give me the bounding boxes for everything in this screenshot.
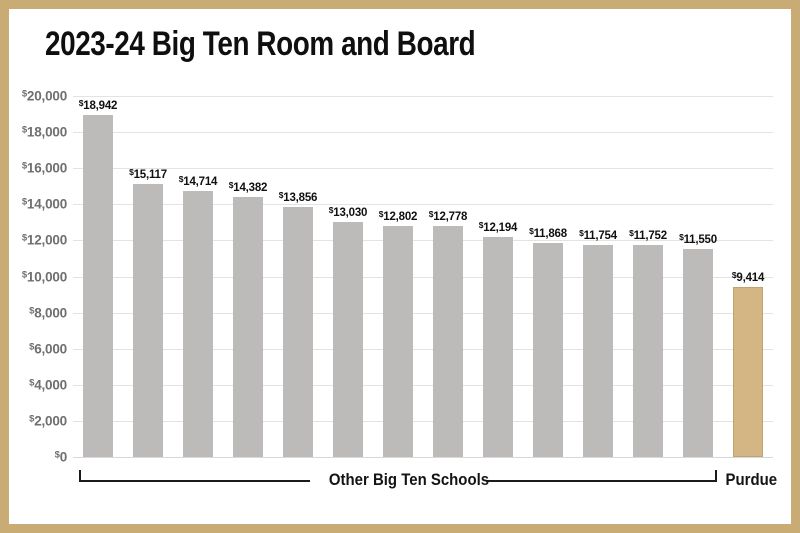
y-axis-tick-label: $2,000 xyxy=(29,413,67,429)
axis-annotations: Other Big Ten Schools Purdue xyxy=(9,464,791,524)
bar xyxy=(383,225,413,457)
currency-symbol: $ xyxy=(129,167,134,178)
currency-symbol: $ xyxy=(21,196,27,208)
y-axis-tick-label: $0 xyxy=(54,449,68,465)
gridline xyxy=(73,132,773,134)
bar-value-label: $15,117 xyxy=(129,167,167,182)
gridline xyxy=(73,420,773,422)
plot-area: $18,942 $15,117 $14,714 $14,382 $13,856 $13,0… xyxy=(73,96,773,458)
currency-symbol: $ xyxy=(21,124,27,136)
currency-symbol: $ xyxy=(428,209,434,220)
currency-symbol: $ xyxy=(378,208,384,219)
gridline xyxy=(73,348,773,350)
bar xyxy=(633,244,663,457)
bar-value-label: $12,802 xyxy=(378,208,418,223)
bracket-line-left xyxy=(79,480,310,482)
bracket-line-right xyxy=(486,480,717,482)
gridline xyxy=(73,96,773,97)
bar xyxy=(83,115,113,457)
currency-symbol: $ xyxy=(731,270,737,281)
bar xyxy=(583,244,613,457)
gridline xyxy=(73,312,773,314)
y-axis-tick-label: $18,000 xyxy=(21,124,67,140)
y-axis-tick-label: $10,000 xyxy=(21,269,67,284)
bar-value-label: $9,414 xyxy=(731,270,765,285)
bar xyxy=(233,197,263,457)
currency-symbol: $ xyxy=(29,341,35,353)
bar xyxy=(483,236,513,457)
currency-symbol: $ xyxy=(278,189,284,200)
gridline xyxy=(73,240,773,242)
bar-purdue xyxy=(733,287,763,457)
y-axis-tick-label: $20,000 xyxy=(21,88,67,104)
bar xyxy=(333,221,363,457)
bar xyxy=(183,191,213,457)
bar xyxy=(133,184,163,457)
currency-symbol: $ xyxy=(21,88,27,100)
y-axis: $20,000 $18,000 $16,000 $14,000 $12,000 $10,0… xyxy=(9,89,67,465)
bar-value-label: $18,942 xyxy=(78,98,118,113)
gridline xyxy=(73,204,773,206)
y-axis-tick-label: $4,000 xyxy=(29,377,67,393)
bar-value-label: $11,752 xyxy=(629,227,667,242)
y-axis-tick-label: $14,000 xyxy=(21,196,67,212)
accent-group-label: Purdue xyxy=(725,470,778,489)
gridline xyxy=(73,457,773,458)
currency-symbol: $ xyxy=(629,227,634,238)
bar-value-label: $12,194 xyxy=(478,219,518,234)
bar-value-label: $13,030 xyxy=(328,204,368,219)
currency-symbol: $ xyxy=(529,225,534,236)
gridline xyxy=(73,276,773,278)
bar xyxy=(533,242,563,457)
currency-symbol: $ xyxy=(78,98,84,109)
currency-symbol: $ xyxy=(579,227,584,238)
currency-symbol: $ xyxy=(21,160,27,172)
currency-symbol: $ xyxy=(29,413,35,425)
y-axis-tick-label: $16,000 xyxy=(21,160,67,176)
currency-symbol: $ xyxy=(54,449,60,461)
bar-value-label: $11,868 xyxy=(529,225,567,240)
bar-value-label: $11,550 xyxy=(679,231,717,246)
bar xyxy=(683,248,713,457)
bar xyxy=(433,226,463,457)
page-title: 2023-24 Big Ten Room and Board xyxy=(45,25,476,63)
chart-canvas: 2023-24 Big Ten Room and Board $20,000 $1… xyxy=(9,9,791,524)
bar-value-label: $11,754 xyxy=(579,227,617,242)
currency-symbol: $ xyxy=(21,269,27,280)
currency-symbol: $ xyxy=(178,174,184,185)
currency-symbol: $ xyxy=(328,204,334,215)
currency-symbol: $ xyxy=(29,377,35,389)
y-axis-tick-label: $8,000 xyxy=(29,305,67,321)
bar-value-label: $14,382 xyxy=(228,180,268,195)
currency-symbol: $ xyxy=(29,305,35,317)
y-axis-tick-label: $6,000 xyxy=(29,341,67,357)
bar-value-label: $12,778 xyxy=(428,209,468,224)
gridline xyxy=(73,384,773,386)
y-axis-tick-label: $12,000 xyxy=(21,232,67,248)
bar xyxy=(283,206,313,457)
gridline xyxy=(73,168,773,170)
bar-value-label: $13,856 xyxy=(278,189,318,204)
currency-symbol: $ xyxy=(679,231,684,242)
currency-symbol: $ xyxy=(228,180,234,191)
bar-value-label: $14,714 xyxy=(178,174,218,189)
currency-symbol: $ xyxy=(478,219,484,230)
group-bracket xyxy=(79,470,717,482)
group-label: Other Big Ten Schools xyxy=(328,470,489,489)
currency-symbol: $ xyxy=(21,232,27,244)
